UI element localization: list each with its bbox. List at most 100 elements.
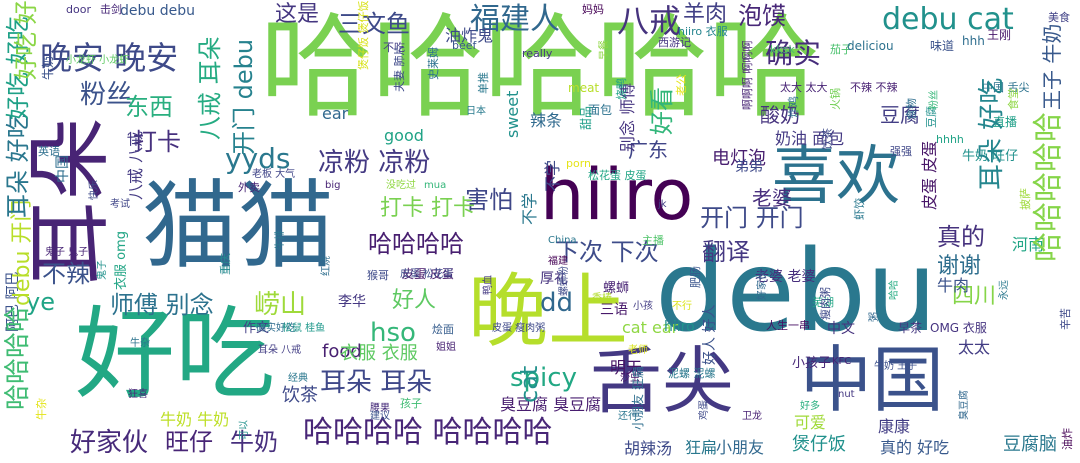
cloud-word: 强强: [890, 145, 912, 158]
cloud-word: 螺蛳: [603, 281, 630, 296]
cloud-word: 李华: [338, 294, 366, 310]
cloud-word: 王子 牛奶: [1040, 23, 1064, 110]
cloud-word: 食物: [905, 98, 918, 120]
cloud-word: 老师: [628, 345, 648, 356]
cloud-word: 重庆: [219, 253, 232, 275]
cloud-word: 粥: [869, 312, 880, 322]
cloud-word: 喜欢: [772, 140, 900, 214]
cloud-word: 火锅: [829, 88, 842, 110]
cloud-word: 小朋友: [716, 438, 765, 457]
cloud-word: 东西: [125, 93, 173, 121]
cloud-word: 粉丝: [929, 90, 940, 110]
cloud-word: 不辣 不辣: [850, 81, 898, 94]
cloud-word: 食堂: [1007, 88, 1020, 110]
cloud-word: 老婆: [752, 186, 792, 210]
cloud-word: 妈妈: [582, 3, 604, 16]
cloud-word: 肥肠: [689, 266, 702, 288]
cloud-word: 师傅 别念: [110, 291, 214, 319]
cloud-word: 好看: [648, 87, 676, 135]
cloud-word: 啊啊啊 啊啊啊: [741, 40, 754, 111]
cloud-word: 可爱: [794, 413, 827, 432]
cloud-word: 广东: [628, 138, 668, 162]
cloud-word: 好多: [800, 401, 820, 412]
cloud-word: 八戒 耳朵: [196, 36, 224, 140]
cloud-word: big: [325, 180, 341, 191]
cloud-word: 猴哥: [367, 269, 389, 282]
cloud-word: 外卖: [238, 181, 260, 194]
cloud-word: 好人 好人: [702, 304, 718, 365]
cloud-word: 永远: [999, 280, 1010, 300]
cloud-word: 害怕: [465, 186, 513, 214]
cloud-word: 主播: [642, 234, 664, 247]
cloud-word: beef: [452, 39, 477, 52]
cloud-word: 瘦肉粥: [819, 287, 832, 320]
cloud-word: 好吃: [75, 296, 275, 413]
cloud-word: 哈哈哈哈: [368, 230, 464, 258]
cloud-word: 早茶: [898, 321, 923, 335]
cloud-word: 击剑: [100, 3, 122, 16]
cloud-word: 螺蛳粉: [559, 266, 570, 296]
cloud-word: 耳朵 耳朵: [320, 368, 433, 398]
cloud-word: 电灯泡: [712, 148, 766, 169]
cloud-word: 鸭血: [483, 275, 494, 295]
cloud-word: 牛奶: [230, 428, 278, 456]
cloud-word: yyds: [225, 142, 291, 175]
cloud-word: 没吃过: [386, 180, 416, 191]
cloud-word: 四川: [952, 284, 997, 309]
cloud-word: 中国: [800, 338, 945, 422]
cloud-word: 单推: [477, 72, 490, 94]
cloud-word: 烧鸭: [615, 78, 628, 100]
cloud-word: 姐姐: [436, 342, 456, 353]
cloud-word: 油炸鬼: [445, 26, 494, 45]
cloud-word: 好人: [392, 288, 437, 313]
cloud-word: ear: [322, 104, 349, 123]
cloud-word: 王刚: [987, 28, 1012, 42]
cloud-word: 臭豆腐 臭豆腐: [500, 395, 602, 414]
cloud-word: 不行: [672, 301, 692, 312]
cloud-word: 好家伙: [757, 270, 768, 300]
cloud-word: 饮茶: [821, 128, 834, 150]
cloud-word: 哈哈哈哈 哈哈哈哈: [303, 415, 553, 450]
cloud-word: 耳朵 好吃: [977, 77, 1007, 190]
cloud-word: 奶油 面包: [775, 129, 845, 148]
cloud-word: hiiro: [540, 154, 694, 236]
cloud-word: 老婆 老婆: [755, 269, 816, 285]
cloud-word: spicy: [510, 363, 577, 393]
cloud-word: cat ear: [622, 318, 679, 337]
cloud-word: 不吃: [383, 41, 405, 54]
cloud-word: 开门 开门: [700, 204, 804, 232]
cloud-word: 豆腐脑: [1003, 434, 1057, 455]
cloud-word: 直播: [993, 115, 1018, 129]
cloud-word: 史莱姆: [427, 47, 440, 80]
cloud-word: 这是: [275, 2, 320, 27]
cloud-word: 哈哈哈哈: [3, 305, 33, 410]
cloud-word: 耳朵 好吃: [4, 114, 32, 218]
cloud-word: 谢谢: [937, 254, 982, 279]
cloud-word: 牛奶 牛奶: [160, 410, 230, 429]
cloud-word: 日本: [466, 106, 486, 117]
cloud-word: 弟弟: [735, 159, 763, 175]
cloud-word: 中国: [55, 155, 71, 183]
cloud-word: 牛奶 王子: [874, 361, 918, 372]
cloud-word: nut: [838, 389, 855, 400]
cloud-word: 英语: [38, 145, 60, 158]
cloud-word: 辛苦: [1059, 308, 1072, 330]
cloud-word: 沙虫: [620, 373, 640, 384]
cloud-word: good: [384, 126, 424, 145]
cloud-word: 太太: [958, 338, 991, 357]
cloud-word: 煲仔饭 煲仔饭: [357, 0, 370, 71]
cloud-word: debu debu: [120, 3, 195, 19]
cloud-word: 明天: [610, 358, 643, 377]
cloud-word: 康康: [878, 417, 911, 436]
cloud-word: 皮蛋 松花蛋: [400, 269, 454, 280]
cloud-word: 老板 大气: [252, 169, 296, 180]
cloud-word: 孩子: [400, 397, 422, 410]
cloud-word: hhhh: [936, 133, 964, 146]
cloud-word: 美食: [1048, 11, 1070, 24]
cloud-word: 打卡 打卡: [380, 196, 475, 221]
cloud-word: 建议: [370, 411, 390, 422]
cloud-word: China: [548, 235, 577, 246]
cloud-word: 牛奶: [41, 55, 55, 80]
cloud-word: 皮蛋 瘦肉粥: [492, 323, 546, 334]
cloud-word: hhh: [962, 34, 985, 48]
